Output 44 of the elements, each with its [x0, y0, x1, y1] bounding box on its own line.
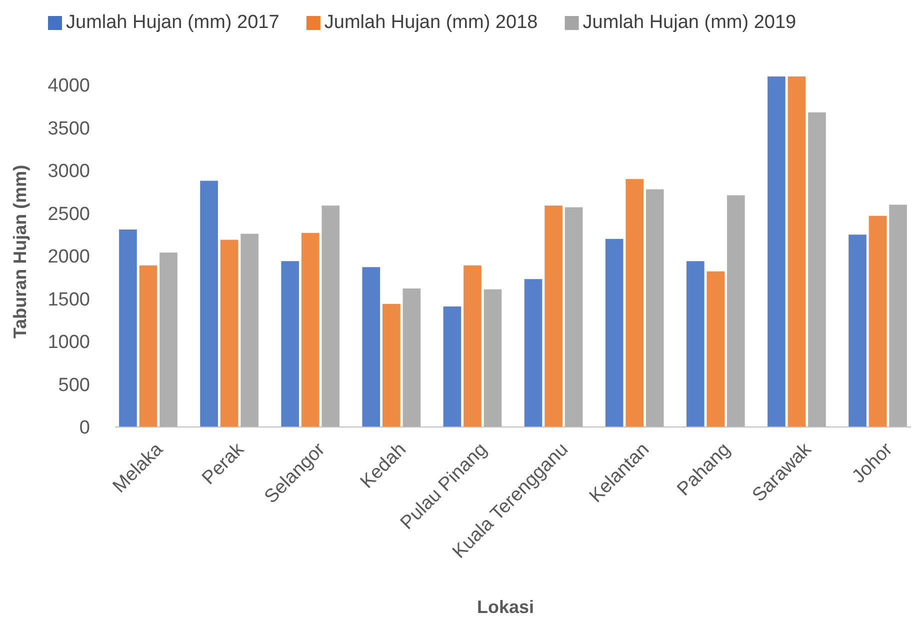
- bar: [139, 265, 158, 427]
- bar: [119, 229, 137, 427]
- y-tick-label: 1000: [48, 332, 90, 354]
- bar: [281, 261, 300, 427]
- y-tick-label: 2500: [48, 204, 90, 225]
- bar: [788, 76, 806, 427]
- bar: [484, 289, 502, 427]
- bar: [220, 240, 238, 427]
- y-tick-label: 4000: [48, 76, 90, 97]
- bar: [443, 306, 462, 427]
- bar: [200, 180, 218, 427]
- bar: [160, 252, 178, 427]
- bar: [240, 234, 258, 427]
- bar: [382, 304, 400, 427]
- bar: [868, 216, 887, 427]
- bar: [706, 271, 725, 427]
- x-axis-title: Lokasi: [476, 597, 534, 617]
- bar: [686, 261, 704, 427]
- bar: [301, 232, 320, 427]
- y-tick-label: 1500: [48, 289, 90, 310]
- bar: [848, 234, 866, 427]
- bar: [322, 206, 340, 427]
- y-axis-title: Taburan Hujan (mm): [10, 164, 30, 339]
- bar: [524, 279, 542, 427]
- bar: [544, 206, 562, 427]
- legend-label: Jumlah Hujan (mm) 2017: [66, 12, 280, 33]
- bar: [646, 189, 664, 427]
- bar: [564, 207, 583, 427]
- bar: [626, 179, 644, 427]
- y-tick-label: 2000: [48, 246, 90, 268]
- y-tick-label: 3000: [48, 161, 90, 182]
- bar: [362, 267, 380, 427]
- bar: [402, 288, 421, 427]
- legend-label: Jumlah Hujan (mm) 2019: [582, 12, 796, 33]
- legend-label: Jumlah Hujan (mm) 2018: [324, 12, 538, 33]
- y-tick-label: 0: [79, 418, 90, 439]
- bar: [605, 238, 624, 427]
- bar: [768, 76, 786, 427]
- y-tick-label: 3500: [48, 118, 90, 140]
- bar: [808, 112, 826, 427]
- bar: [889, 204, 907, 427]
- bar: [464, 265, 482, 427]
- bar: [726, 195, 745, 427]
- y-tick-label: 500: [58, 374, 90, 396]
